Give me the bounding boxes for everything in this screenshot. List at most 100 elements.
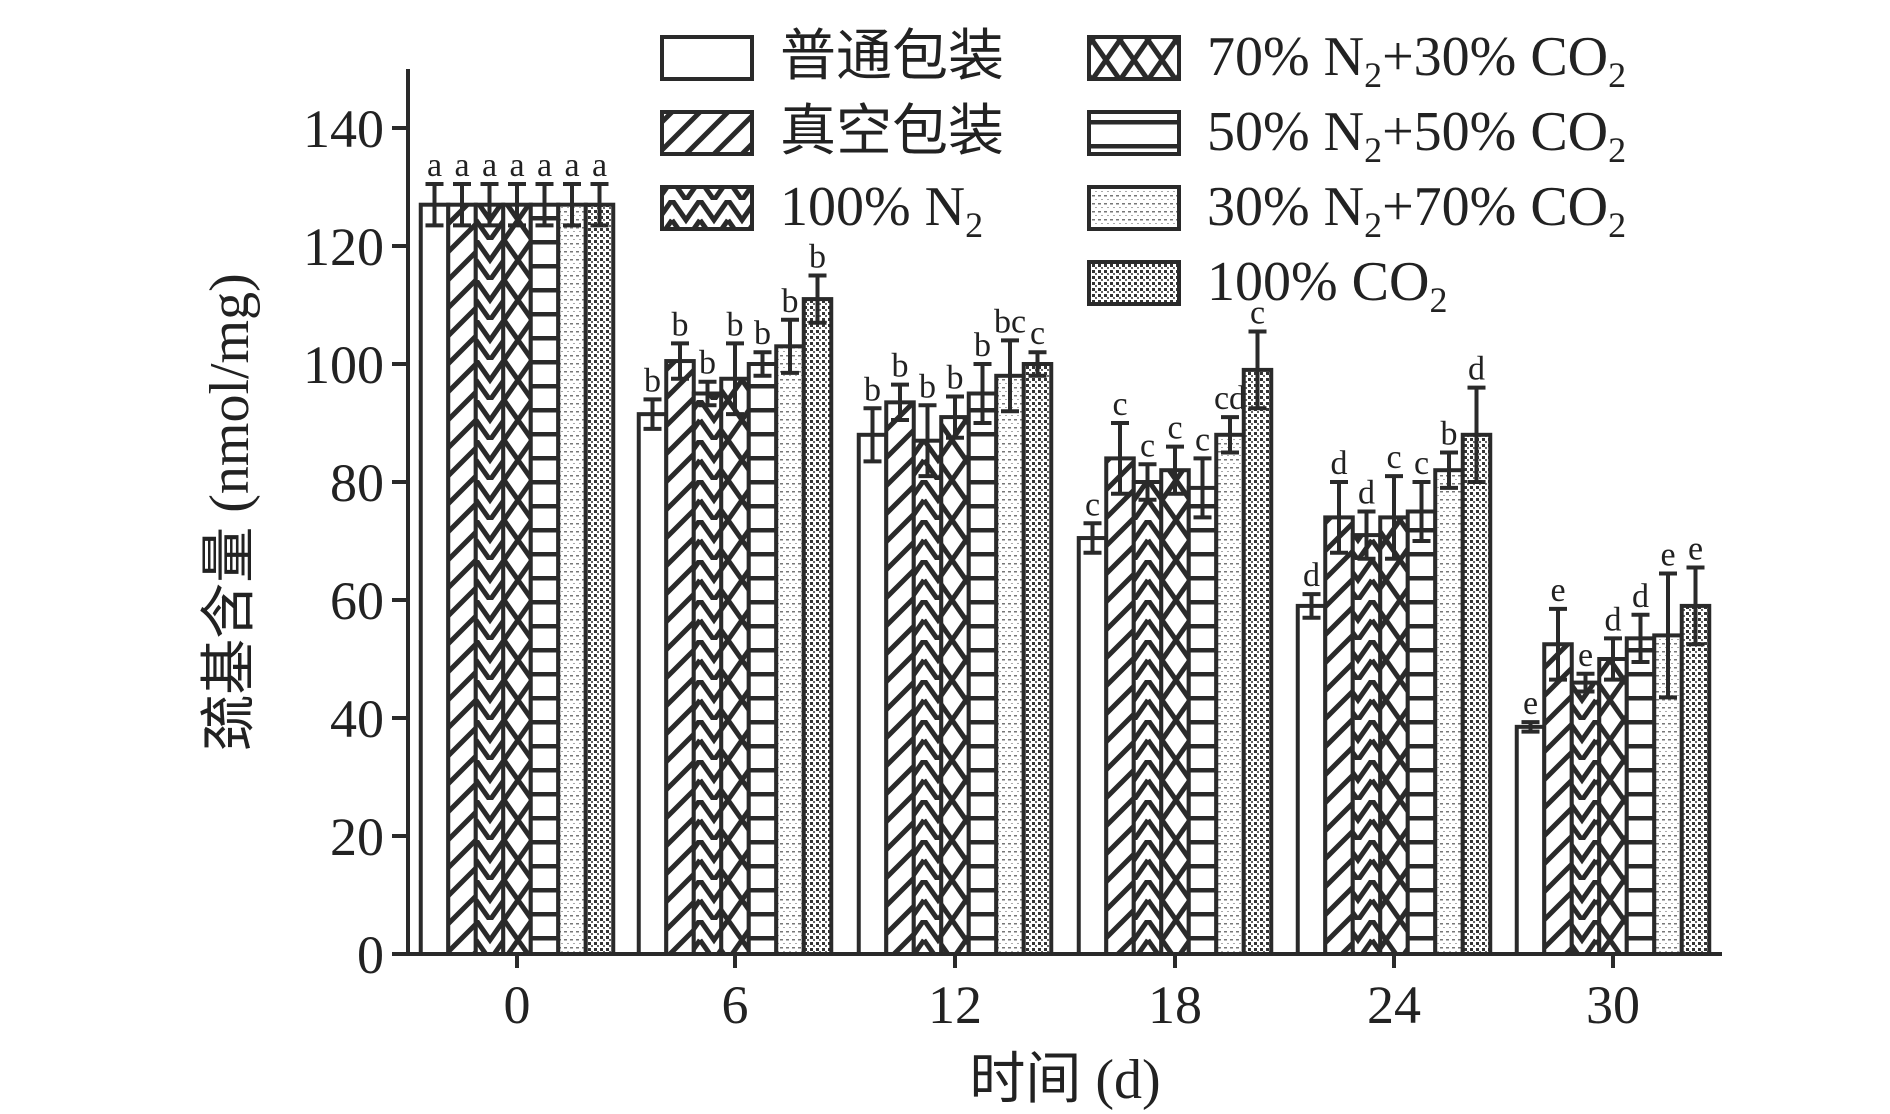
- error-bar: [1521, 720, 1540, 734]
- error-bar: [1357, 509, 1376, 561]
- error-bar: [726, 341, 744, 417]
- significance-letter: e: [1688, 531, 1703, 568]
- bar: [583, 202, 616, 956]
- error-bar: [698, 379, 717, 408]
- bar: [1460, 432, 1493, 956]
- x-tick-label: 30: [1586, 975, 1640, 1035]
- error-bar: [1111, 421, 1129, 496]
- bar: [1679, 603, 1712, 957]
- error-bar: [1302, 592, 1321, 620]
- error-bar: [973, 362, 992, 425]
- significance-letter: c: [1414, 445, 1429, 482]
- bar: [501, 202, 533, 956]
- y-tick-label: 40: [330, 689, 384, 749]
- y-tick-label: 0: [357, 925, 384, 985]
- significance-letter: b: [672, 306, 689, 343]
- significance-letter: a: [564, 147, 579, 184]
- significance-letter: a: [509, 147, 524, 184]
- bar: [1542, 642, 1574, 956]
- error-bar: [1440, 450, 1458, 490]
- significance-letter: c: [1140, 427, 1155, 464]
- significance-letter: d: [1468, 351, 1485, 388]
- significance-letter: c: [1250, 295, 1265, 332]
- bar: [691, 391, 724, 956]
- error-bar: [453, 182, 471, 228]
- error-bar: [1467, 385, 1486, 484]
- legend-item: 100% CO2: [1087, 251, 1447, 320]
- bar: [966, 391, 999, 956]
- significance-letter: c: [1167, 410, 1182, 447]
- error-bar: [1576, 671, 1595, 694]
- bar: [1076, 536, 1109, 956]
- error-bar: [1221, 415, 1239, 455]
- error-bar: [891, 382, 909, 423]
- error-bar: [590, 182, 609, 228]
- significance-letter: e: [1550, 572, 1565, 609]
- bar: [1021, 362, 1054, 956]
- x-axis-label: 时间 (d): [969, 1049, 1160, 1111]
- significance-letter: e: [1578, 637, 1593, 674]
- y-tick-label: 20: [330, 807, 384, 867]
- bar: [664, 359, 696, 956]
- error-bar: [508, 182, 526, 228]
- bar: [418, 202, 451, 956]
- bar: [528, 202, 561, 956]
- legend-item: 真空包装: [660, 101, 1004, 163]
- significance-letter: b: [864, 371, 881, 408]
- bar: [911, 438, 944, 956]
- bar: [1295, 603, 1328, 957]
- legend-swatch: [660, 185, 754, 231]
- x-tick-label: 24: [1367, 975, 1421, 1035]
- bar: [1104, 456, 1136, 956]
- error-bar: [535, 182, 554, 228]
- bar: [1624, 636, 1657, 956]
- bar: [1323, 515, 1355, 957]
- error-bar: [863, 406, 882, 464]
- error-bar: [1604, 636, 1622, 682]
- bar: [884, 400, 916, 957]
- significance-letter: b: [974, 327, 991, 364]
- bar: [774, 344, 806, 956]
- error-bar: [1659, 571, 1677, 700]
- legend-swatch: [1087, 185, 1181, 231]
- significance-letter: b: [727, 306, 744, 343]
- legend-label: 真空包装: [780, 101, 1004, 163]
- error-bar: [425, 182, 444, 228]
- bar: [719, 376, 751, 956]
- error-bar: [563, 182, 581, 228]
- y-tick-label: 100: [303, 335, 384, 395]
- error-bar: [1686, 565, 1705, 647]
- significance-letter: b: [892, 348, 909, 385]
- significance-letter: b: [782, 283, 799, 320]
- bar: [1569, 680, 1602, 956]
- error-bar: [1083, 521, 1102, 555]
- significance-letter: c: [1386, 439, 1401, 476]
- significance-letter: e: [1523, 685, 1538, 722]
- significance-letter: a: [537, 147, 552, 184]
- significance-letter: c: [1085, 486, 1100, 523]
- significance-letter: a: [592, 147, 607, 184]
- legend-label: 30% N2+70% CO2: [1207, 176, 1626, 245]
- error-bar: [1412, 480, 1431, 543]
- error-bar: [946, 394, 964, 440]
- bar: [1350, 533, 1383, 956]
- error-bar: [918, 403, 937, 479]
- legend-item: 50% N2+50% CO2: [1087, 101, 1626, 170]
- significance-letter: c: [1195, 421, 1210, 458]
- axes-layer: 0 20 40 60 80 100 120 140 0 6 12 18 24 30: [303, 69, 1722, 1035]
- error-bar: [808, 273, 827, 325]
- significance-letter: d: [1331, 445, 1348, 482]
- bar: [746, 362, 779, 956]
- bar: [1159, 468, 1191, 956]
- legend-label: 70% N2+30% CO2: [1207, 26, 1626, 95]
- significance-letter: b: [754, 315, 771, 352]
- significance-letter: cd: [1214, 380, 1246, 417]
- legend-swatch: [1087, 260, 1181, 306]
- error-bar: [753, 350, 772, 378]
- error-bar: [480, 182, 499, 228]
